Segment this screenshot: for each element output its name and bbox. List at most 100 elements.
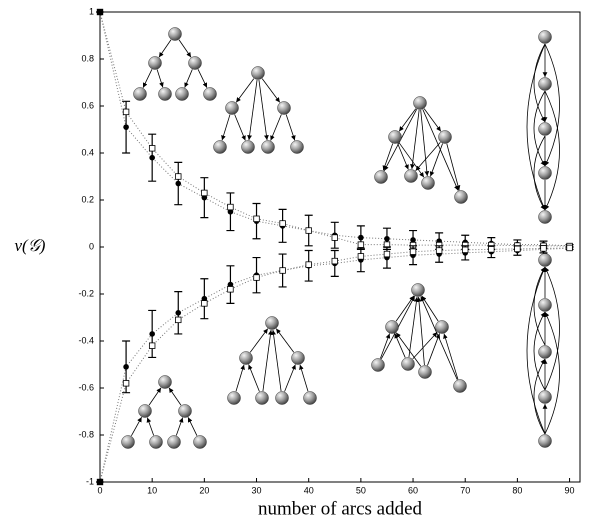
graph-arc (526, 266, 546, 435)
data-point (435, 247, 443, 254)
graph-node (438, 130, 452, 144)
graph-arc (416, 296, 425, 366)
data-point (514, 245, 521, 253)
data-point (227, 286, 234, 293)
graph-arc (526, 43, 546, 211)
x-tick-label: 40 (304, 485, 314, 495)
data-point (175, 180, 182, 187)
graph-node (303, 391, 317, 405)
data-point (253, 215, 260, 222)
graph-node (404, 169, 418, 183)
graph-node (291, 351, 305, 365)
x-tick-label: 80 (512, 485, 522, 495)
graph-node (385, 320, 399, 334)
graph-arc (544, 90, 560, 211)
graph-node (401, 357, 415, 371)
graph-node (168, 27, 182, 41)
data-point (331, 257, 338, 265)
graph-node (251, 66, 265, 80)
data-point (122, 108, 130, 116)
graph-node (538, 253, 552, 267)
graph-arc (423, 108, 442, 132)
y-tick-label: 0.8 (81, 53, 94, 63)
graph-arc (420, 296, 458, 380)
graph-node (213, 140, 227, 154)
graph-arc (397, 143, 409, 170)
graph-node (371, 358, 385, 372)
data-point (148, 342, 156, 349)
data-point (175, 316, 182, 324)
graph-node (538, 390, 552, 404)
data-point (227, 208, 234, 215)
graph-arc (175, 417, 184, 436)
graph-arc (533, 358, 546, 435)
graph-arc (412, 331, 438, 360)
y-tick-label: -1 (86, 476, 94, 486)
data-point (305, 261, 312, 268)
data-point (123, 364, 129, 370)
graph-node (538, 210, 552, 224)
data-point (279, 220, 286, 227)
graph-arc (258, 79, 269, 141)
graph-node (538, 166, 552, 180)
graph-arc (533, 311, 546, 391)
graph-illustrations (121, 27, 560, 449)
graph-node (227, 391, 241, 405)
graph-node (261, 140, 275, 154)
x-tick-label: 90 (565, 485, 575, 495)
data-point (175, 173, 182, 180)
graph-arc (544, 311, 560, 435)
graph-arc (235, 364, 245, 392)
graph-node (121, 435, 135, 449)
graph-node (418, 365, 432, 379)
data-point (201, 300, 208, 307)
graph-arc (408, 296, 419, 358)
graph-arc (158, 39, 172, 58)
graph-node (175, 87, 189, 101)
graph-arc (398, 142, 425, 178)
x-tick-label: 50 (356, 485, 366, 495)
data-point (383, 250, 391, 258)
graph-node (290, 140, 304, 154)
graph-arc (415, 142, 441, 171)
data-point (566, 244, 573, 252)
data-point (175, 310, 182, 316)
graph-node (188, 56, 202, 70)
graph-node (167, 435, 181, 449)
graph-arc (544, 43, 560, 167)
graph-node (538, 30, 552, 44)
x-tick-label: 20 (199, 485, 209, 495)
data-point (410, 237, 416, 243)
graph-arc (420, 109, 430, 177)
trend-line (99, 11, 570, 247)
graph-node (413, 96, 427, 110)
x-tick-label: 60 (408, 485, 418, 495)
graph-node (453, 379, 467, 393)
y-tick-label: -0.6 (78, 382, 94, 392)
graph-node (538, 434, 552, 448)
data-point (149, 154, 155, 161)
graph-node (275, 391, 289, 405)
graph-arc (380, 333, 391, 359)
graph-arc (275, 328, 295, 353)
graph-arc (446, 143, 461, 191)
data-point (149, 331, 155, 337)
data-point (148, 145, 156, 152)
x-tick-label: 0 (97, 485, 102, 495)
data-point (409, 248, 417, 255)
graph-node (149, 435, 163, 449)
data-point (357, 241, 365, 248)
graph-arc (142, 69, 153, 88)
data-point (201, 194, 208, 201)
y-tick-label: 1 (89, 6, 94, 16)
y-tick-label: -0.4 (78, 335, 94, 345)
x-tick-label: 30 (252, 485, 262, 495)
graph-arc (395, 295, 415, 322)
graph-arc (146, 417, 155, 436)
graph-arc (533, 266, 546, 346)
graph-node (203, 87, 217, 101)
graph-arc (285, 114, 296, 141)
graph-arc (248, 364, 260, 392)
graph-node (277, 101, 291, 115)
